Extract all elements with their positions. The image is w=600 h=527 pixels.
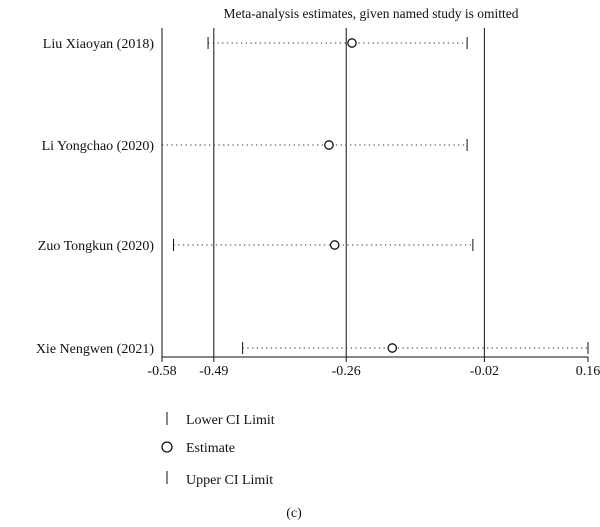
x-tick-label: -0.26: [332, 364, 361, 379]
figure-caption: (c): [286, 506, 302, 521]
estimate-marker: [347, 38, 357, 48]
estimate-marker: [387, 343, 398, 353]
study-row: Liu Xiaoyan (2018): [43, 37, 468, 52]
study-label: Xie Nengwen (2021): [36, 342, 155, 357]
chart-title: Meta-analysis estimates, given named stu…: [223, 6, 518, 21]
study-row: Xie Nengwen (2021): [36, 342, 589, 357]
study-label: Zuo Tongkun (2020): [38, 239, 155, 254]
legend-estimate-marker: [161, 441, 173, 453]
legend: Lower CI Limit Estimate Upper CI Limit: [161, 412, 275, 488]
study-row: Li Yongchao (2020): [42, 139, 468, 154]
study-label: Li Yongchao (2020): [42, 139, 155, 154]
study-label: Liu Xiaoyan (2018): [43, 37, 155, 52]
estimate-marker: [329, 240, 340, 250]
legend-upper-ci-label: Upper CI Limit: [186, 473, 273, 488]
x-tick-label: -0.49: [199, 364, 228, 379]
study-rows: Liu Xiaoyan (2018) Li Yongchao (2020) Zuo …: [36, 37, 589, 357]
x-axis-ticks: -0.58 -0.49 -0.26 -0.02 0.16: [147, 357, 600, 379]
x-tick-label: 0.16: [576, 364, 600, 379]
legend-estimate-label: Estimate: [186, 441, 235, 456]
x-tick-label: -0.02: [470, 364, 499, 379]
x-tick-label: -0.58: [147, 364, 176, 379]
reference-lines: [161, 28, 485, 357]
estimate-marker: [324, 140, 334, 150]
study-row: Zuo Tongkun (2020): [38, 239, 474, 254]
legend-lower-ci-label: Lower CI Limit: [186, 413, 275, 428]
